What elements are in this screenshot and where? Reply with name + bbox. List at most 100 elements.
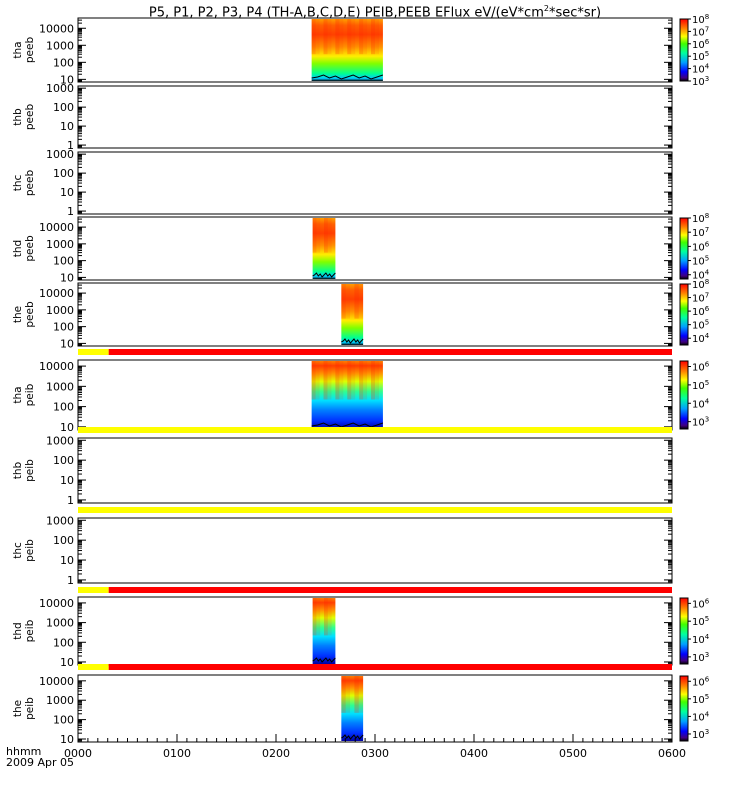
- spectrogram-stripe: [354, 284, 359, 319]
- panel-probe-label: the: [12, 700, 24, 717]
- chart-title: P5, P1, P2, P3, P4 (TH-A,B,C,D,E) PEIB,P…: [0, 0, 750, 20]
- panel-frame: [77, 282, 673, 347]
- spectrogram-stripe: [327, 598, 332, 636]
- y-tick-label: 10: [60, 656, 74, 669]
- y-tick-label: 10000: [39, 287, 74, 300]
- spectrogram-stripe: [327, 361, 332, 400]
- spectrogram-stripe: [335, 19, 340, 55]
- spectrogram-stripe: [312, 598, 317, 636]
- spectrogram-block: [341, 284, 364, 345]
- panel-thc-peeb: 1 10 100 1000 thc peeb: [12, 148, 673, 218]
- colorbar-label: 105: [692, 50, 709, 63]
- spectrogram-stripe: [335, 361, 340, 400]
- panel-probe-label: the: [12, 306, 24, 323]
- spectrogram-stripe: [371, 361, 375, 400]
- spectrogram-stripe: [311, 361, 316, 400]
- panel-species-label: peib: [24, 383, 36, 406]
- panel-frame: [77, 674, 673, 743]
- spectrogram-stripe: [345, 284, 351, 319]
- spectrogram-block: [341, 676, 364, 741]
- spectrogram-stripe: [359, 19, 364, 55]
- spectrogram-stripe: [341, 676, 346, 713]
- colorbar-label: 106: [692, 240, 710, 253]
- panel-frame: [77, 151, 673, 215]
- spectrogram-stripe: [323, 361, 328, 400]
- colorbar-label: 105: [692, 255, 709, 268]
- spectrogram-stripe: [351, 19, 356, 55]
- spectrogram-stripe: [363, 19, 368, 55]
- spectrogram-stripe: [324, 218, 328, 253]
- spectrogram-stripe: [354, 676, 359, 713]
- panel-frame: [77, 85, 673, 149]
- spectrogram-stripe: [345, 676, 351, 713]
- panel-probe-label: thc: [12, 175, 24, 192]
- colorbar-label: 105: [692, 615, 709, 628]
- y-tick-label: 1000: [46, 238, 74, 251]
- x-tick-label: 0600: [658, 747, 686, 760]
- spectrogram-stripe: [327, 19, 332, 55]
- panel-probe-label: tha: [12, 41, 24, 58]
- spectrogram-block: [312, 598, 336, 664]
- colorbar: [679, 18, 689, 82]
- spectrogram-stripe: [371, 19, 375, 55]
- spectrogram-stripe: [375, 361, 379, 400]
- status-bar-yellow: [78, 507, 672, 513]
- y-tick-label: 100: [53, 714, 74, 727]
- panel-species-label: peib: [24, 697, 36, 720]
- panel-probe-label: thc: [12, 542, 24, 559]
- colorbar-label: 103: [692, 75, 709, 88]
- y-tick-label: 1000: [46, 304, 74, 317]
- panel-the-peib: 10 100 1000 10000 the peib 103 104 105 106: [12, 664, 710, 746]
- title-superscript: 2: [543, 4, 549, 13]
- status-bar-red: [108, 664, 672, 670]
- spectrogram-stripe: [339, 361, 344, 400]
- y-tick-label: 10000: [39, 221, 74, 234]
- spectrogram-stripe: [316, 218, 321, 253]
- spectrogram-stripe: [312, 218, 317, 253]
- colorbar-label: 107: [692, 25, 709, 38]
- colorbar-label: 104: [692, 269, 710, 282]
- status-bar-red: [108, 349, 672, 355]
- y-tick-label: 1: [67, 139, 74, 152]
- y-tick-label: 1000: [46, 617, 74, 630]
- y-tick-label: 100: [53, 534, 74, 547]
- spectrogram-stripe: [324, 598, 328, 636]
- y-tick-label: 1000: [46, 694, 74, 707]
- colorbar-label: 103: [692, 651, 709, 664]
- spectrogram-block: [312, 218, 336, 279]
- y-tick-label: 10000: [39, 22, 74, 35]
- spectrogram-stripe: [347, 361, 352, 400]
- x-tick-label: 0300: [361, 747, 389, 760]
- y-tick-label: 100: [53, 401, 74, 414]
- colorbar-label: 107: [692, 292, 709, 305]
- panel-species-label: peeb: [24, 170, 36, 197]
- y-tick-label: 100: [53, 255, 74, 268]
- status-bar-red: [108, 587, 672, 593]
- y-tick-label: 10: [60, 73, 74, 86]
- spectrogram-stripe: [315, 361, 320, 400]
- panel-probe-label: thd: [12, 240, 24, 257]
- spectrogram-stripe: [339, 19, 344, 55]
- colorbar-label: 104: [692, 63, 710, 76]
- colorbar-label: 104: [692, 332, 710, 345]
- status-bar-yellow: [78, 587, 109, 593]
- colorbar-label: 104: [692, 397, 710, 410]
- y-tick-label: 10000: [39, 360, 74, 373]
- y-tick-label: 10: [60, 120, 74, 133]
- colorbar-label: 105: [692, 319, 709, 332]
- y-tick-label: 1000: [46, 39, 74, 52]
- panel-thc-peib: 1 10 100 1000 thc peib: [12, 507, 673, 587]
- y-tick-label: 10: [60, 186, 74, 199]
- spectrogram-stripe: [323, 19, 328, 55]
- colorbar-label: 108: [692, 13, 709, 26]
- panel-probe-label: thb: [12, 461, 24, 479]
- y-tick-label: 100: [53, 321, 74, 334]
- status-bar-yellow: [78, 349, 109, 355]
- spectrogram-trace: [341, 338, 364, 344]
- y-tick-label: 100: [53, 167, 74, 180]
- panel-species-label: peib: [24, 619, 36, 642]
- colorbar-label: 106: [692, 305, 710, 318]
- y-tick-label: 10: [60, 474, 74, 487]
